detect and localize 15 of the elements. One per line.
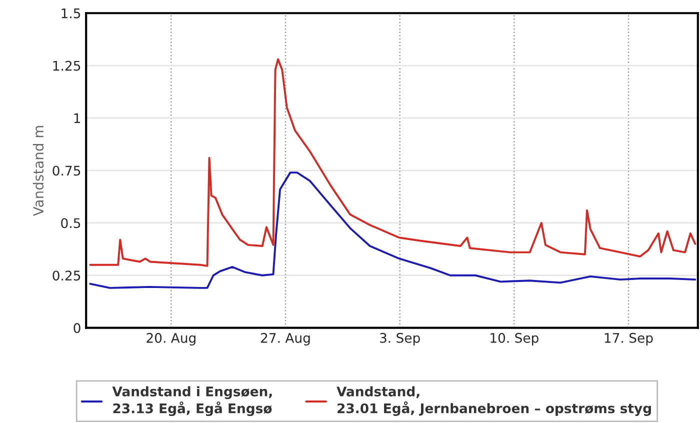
- y-tick-label: 0.25: [52, 270, 80, 281]
- x-tick-label: 3. Sep: [380, 332, 420, 346]
- y-tick-label: 0: [74, 323, 80, 334]
- y-tick-label: 0.5: [61, 218, 80, 228]
- x-tick-label: 27. Aug: [260, 332, 310, 346]
- y-tick-label: 1.5: [62, 8, 80, 18]
- y-axis-title: Vandstand m: [32, 126, 44, 216]
- x-tick-label: 10. Sep: [490, 332, 538, 346]
- x-tick-label: 17. Sep: [604, 332, 653, 346]
- y-tick-label: 1.25: [53, 60, 80, 71]
- legend-label: Vandstand, 23.01 Egå, Jernbanebroen – opstrøms styg: [336, 386, 651, 416]
- y-tick-label: 0.75: [52, 166, 80, 176]
- x-tick-label: 20. Aug: [146, 332, 196, 346]
- legend-label: Vandstand i Engsøen, 23.13 Egå, Egå Engsø: [112, 386, 272, 416]
- y-tick-label: 1: [74, 113, 80, 124]
